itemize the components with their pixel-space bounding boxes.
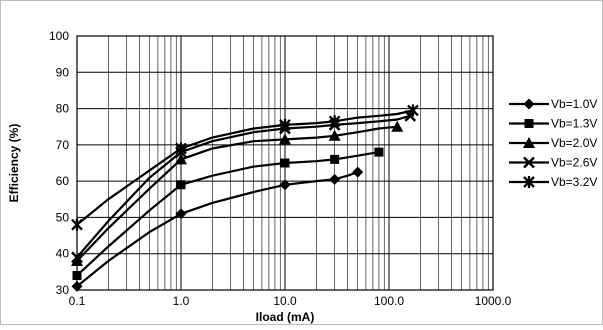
- data-point-diamond: [329, 173, 341, 185]
- data-point-star: [175, 142, 187, 155]
- data-point-square: [374, 147, 384, 157]
- data-point-diamond: [352, 166, 364, 178]
- legend-marker-star: [523, 176, 535, 188]
- data-point-diamond: [279, 179, 291, 191]
- legend-label: Vb=1.0V: [551, 97, 597, 111]
- legend-entry: Vb=1.0V: [509, 97, 597, 111]
- series-layer: [71, 104, 419, 292]
- x-tick-label: 1.0: [173, 294, 190, 308]
- x-tick-label: 0.1: [69, 294, 86, 308]
- data-point-star: [279, 118, 291, 131]
- y-tick-label: 50: [56, 210, 70, 224]
- series-line: [76, 171, 359, 288]
- series-1: [71, 166, 364, 292]
- data-point-diamond: [175, 208, 187, 220]
- series-line: [76, 151, 380, 277]
- tick-labels: 30 40 50 60 70 80 90 100 0.1 1.0 10.0 100.0 1000.0: [49, 29, 512, 308]
- legend-label: Vb=2.0V: [551, 136, 597, 150]
- y-tick-label: 30: [56, 283, 70, 297]
- data-point-square: [176, 180, 186, 190]
- legend-label: Vb=3.2V: [551, 175, 597, 189]
- y-tick-label: 90: [56, 65, 70, 79]
- legend-label: Vb=1.3V: [551, 117, 597, 131]
- data-point-star: [407, 104, 419, 117]
- legend-entry: Vb=2.6V: [509, 156, 597, 170]
- x-tick-label: 10.0: [273, 294, 297, 308]
- data-point-square: [280, 158, 290, 168]
- y-tick-label: 100: [49, 29, 69, 43]
- legend-marker-square: [524, 119, 534, 128]
- x-tick-label: 1000.0: [475, 294, 512, 308]
- data-point-triangle: [391, 120, 404, 132]
- plot-area-border: [76, 35, 494, 291]
- data-point-triangle: [279, 133, 291, 145]
- y-tick-label: 70: [56, 138, 70, 152]
- x-tick-label: 100.0: [374, 294, 404, 308]
- legend-entry: Vb=3.2V: [509, 175, 597, 189]
- legend-entry: Vb=1.3V: [509, 117, 597, 131]
- legend-entry: Vb=2.0V: [509, 136, 597, 150]
- legend-marker-triangle: [523, 137, 535, 148]
- y-axis-label: Efficiency (%): [7, 124, 21, 203]
- legend-label: Vb=2.6V: [551, 156, 597, 170]
- data-point-triangle: [328, 129, 341, 141]
- data-point-star: [328, 115, 341, 128]
- x-axis-label: Iload (mA): [256, 310, 315, 324]
- data-point-square: [330, 154, 340, 164]
- legend: Vb=1.0V Vb=1.3V Vb=2.0V Vb=2.6V Vb=3.2V: [509, 97, 597, 189]
- data-point-triangle: [175, 153, 187, 165]
- series-line: [76, 125, 398, 262]
- series-5: [71, 104, 419, 231]
- y-tick-label: 60: [56, 174, 70, 188]
- legend-marker-x: [523, 156, 535, 169]
- y-tick-label: 40: [56, 247, 70, 261]
- legend-marker-diamond: [523, 98, 535, 110]
- y-tick-label: 80: [56, 102, 70, 116]
